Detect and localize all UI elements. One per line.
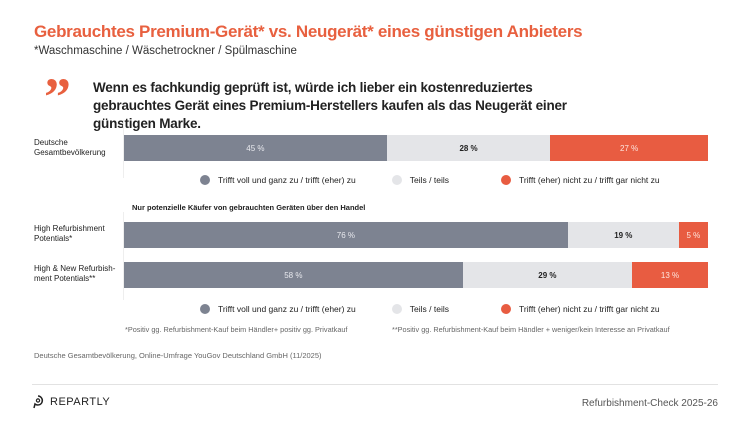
legend-item: Teils / teils (391, 304, 450, 314)
legend-swatch (391, 304, 402, 314)
brand-name: REPARTLY (50, 396, 111, 408)
legend: Trifft voll und ganz zu / trifft (eher) … (200, 175, 696, 185)
brand-logo: REPARTLY (32, 395, 110, 409)
legend-swatch (200, 304, 210, 314)
legend-item: Trifft voll und ganz zu / trifft (eher) … (200, 304, 356, 314)
data-label: 19 % (614, 230, 633, 240)
bar-segment: 5 % (678, 222, 708, 248)
legend-swatch (200, 175, 210, 185)
data-label: 13 % (660, 270, 680, 280)
legend-item: Trifft (eher) nicht zu / trifft gar nich… (501, 304, 660, 314)
legend-swatch (501, 175, 512, 185)
legend: Trifft voll und ganz zu / trifft (eher) … (200, 304, 696, 314)
footnote: *Positiv gg. Refurbishment-Kauf beim Hän… (125, 325, 348, 334)
legend-item: Teils / teils (391, 175, 450, 185)
data-label: 45 % (246, 143, 265, 153)
axis-line (123, 212, 124, 300)
category-label: High & New Refurbish-ment Potentials** (34, 264, 116, 283)
repartly-logo-icon (33, 395, 44, 409)
bar-segment: 45 % (124, 135, 387, 161)
legend-item: Trifft voll und ganz zu / trifft (eher) … (200, 175, 356, 185)
category-label: Deutsche Gesamtbevölkerung (34, 138, 106, 157)
legend-item: Trifft (eher) nicht zu / trifft gar nich… (501, 175, 660, 185)
data-label: 29 % (538, 270, 557, 280)
chart-subtitle: *Waschmaschine / Wäschetrockner / Spülma… (34, 45, 297, 57)
bar-segment: 19 % (567, 222, 679, 248)
legend-label: Teils / teils (409, 304, 450, 314)
stacked-bar: 76 % 19 % 5 % (124, 222, 708, 248)
survey-statement: Wenn es fachkundig geprüft ist, würde ic… (93, 80, 567, 131)
category-label: High Refurbishment Potentials* (34, 224, 105, 243)
data-label: 28 % (459, 143, 478, 153)
legend-label: Trifft voll und ganz zu / trifft (eher) … (218, 175, 356, 185)
chart-title: Gebrauchtes Premium-Gerät* vs. Neugerät*… (34, 22, 583, 41)
bar-segment: 29 % (462, 262, 633, 288)
legend-label: Trifft voll und ganz zu / trifft (eher) … (218, 304, 356, 314)
footnote: **Positiv gg. Refurbishment-Kauf beim Hä… (392, 325, 670, 334)
bar-segment: 76 % (124, 222, 568, 248)
legend-swatch (501, 304, 512, 314)
quote-icon: ” (44, 67, 71, 127)
legend-label: Trifft (eher) nicht zu / trifft gar nich… (519, 304, 660, 314)
data-label: 58 % (284, 270, 303, 280)
divider (32, 384, 718, 385)
axis-line (123, 120, 124, 178)
data-label: 27 % (620, 143, 639, 153)
data-label: 5 % (686, 230, 701, 240)
source-note: Deutsche Gesamtbevölkerung, Online-Umfra… (34, 351, 322, 360)
legend-swatch (391, 175, 402, 185)
data-label: 76 % (336, 230, 356, 240)
footer-report-name: Refurbishment-Check 2025-26 (581, 398, 718, 409)
legend-label: Trifft (eher) nicht zu / trifft gar nich… (519, 175, 660, 185)
bar-segment: 27 % (550, 135, 708, 161)
bar-segment: 13 % (632, 262, 708, 288)
legend-label: Teils / teils (409, 175, 450, 185)
group-subtitle: Nur potenzielle Käufer von gebrauchten G… (132, 203, 366, 212)
bar-segment: 28 % (386, 135, 551, 161)
bar-segment: 58 % (124, 262, 463, 288)
stacked-bar: 58 % 29 % 13 % (124, 262, 708, 288)
stacked-bar: 45 % 28 % 27 % (124, 135, 708, 161)
